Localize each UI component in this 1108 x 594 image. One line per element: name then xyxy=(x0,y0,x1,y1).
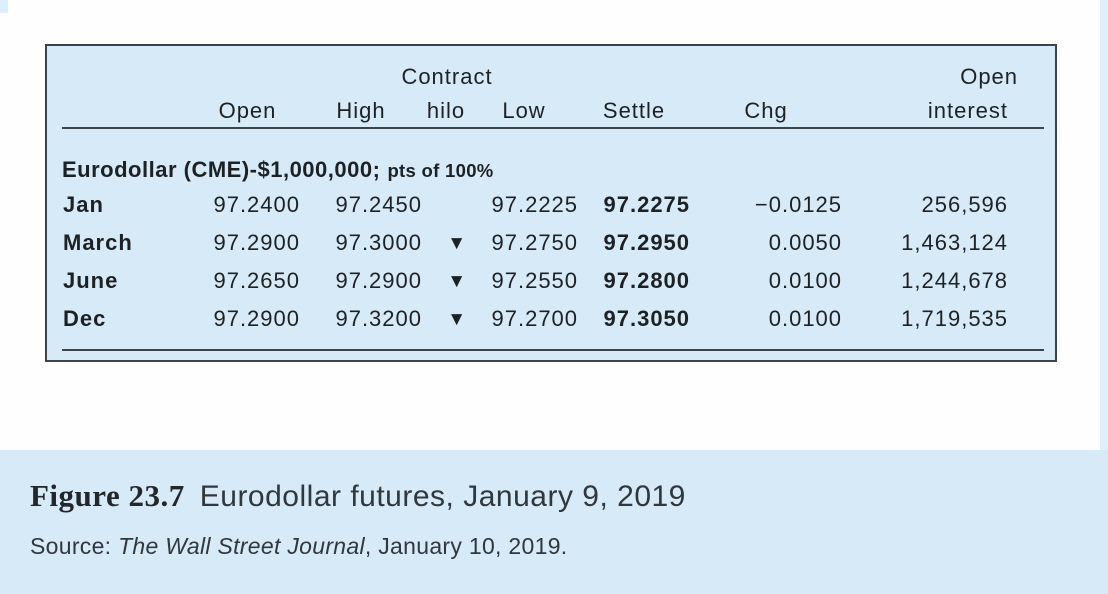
header-spacer xyxy=(62,88,195,129)
cell-high: 97.2450 xyxy=(335,192,422,217)
column-header-hilo: hilo xyxy=(422,88,470,129)
cell-month: June xyxy=(63,268,119,293)
header-spacer xyxy=(578,46,690,88)
column-header-settle: Settle xyxy=(578,88,691,129)
cell-month: March xyxy=(63,230,133,255)
column-header-open-interest-top: Open xyxy=(960,64,1019,89)
down-triangle-icon: ▼ xyxy=(447,232,467,254)
figure-caption-band: Figure 23.7 Eurodollar futures, January 9… xyxy=(0,450,1108,594)
header-spacer xyxy=(690,46,842,88)
cell-open-interest: 1,244,678 xyxy=(901,268,1009,293)
figure-number-label: Figure 23.7 xyxy=(30,478,185,513)
cell-settle: 97.2800 xyxy=(603,268,691,293)
column-header-low: Low xyxy=(470,88,579,129)
source-note: Source: The Wall Street Journal, January… xyxy=(30,535,1108,558)
cell-low: 97.2700 xyxy=(491,306,579,331)
cell-settle: 97.2275 xyxy=(603,192,691,217)
source-journal-name: The Wall Street Journal xyxy=(118,533,365,559)
header-row-top: Contract Open xyxy=(62,46,1044,88)
cell-month: Jan xyxy=(63,192,104,217)
table-row-jan: Jan 97.2400 97.2450 97.2225 97.2275 −0.0… xyxy=(62,186,1044,224)
cell-open: 97.2900 xyxy=(213,306,300,331)
table-row-dec: Dec 97.2900 97.3200 ▼ 97.2700 97.3050 0.… xyxy=(62,300,1044,338)
header-spacer xyxy=(195,46,300,88)
page-corner-sliver xyxy=(0,0,8,13)
contract-units: pts of 100% xyxy=(387,160,494,181)
cell-high: 97.2900 xyxy=(335,268,422,293)
cell-settle: 97.2950 xyxy=(603,230,691,255)
column-header-high: High xyxy=(300,88,422,129)
cell-open-interest: 1,463,124 xyxy=(901,230,1009,255)
cell-low: 97.2225 xyxy=(491,192,579,217)
cell-open: 97.2400 xyxy=(213,192,300,217)
cell-month: Dec xyxy=(63,306,107,331)
cell-low: 97.2750 xyxy=(491,230,579,255)
table-row-march: March 97.2900 97.3000 ▼ 97.2750 97.2950 … xyxy=(62,224,1044,262)
source-date: , January 10, 2019. xyxy=(364,533,568,559)
page-edge-strip xyxy=(1100,0,1108,452)
cell-high: 97.3200 xyxy=(335,306,422,331)
column-header-open-interest-bottom: interest xyxy=(842,88,1045,129)
column-header-open: Open xyxy=(195,88,300,129)
figure-title: Eurodollar futures, January 9, 2019 xyxy=(199,480,686,513)
cell-chg: −0.0125 xyxy=(754,192,843,217)
cell-high: 97.3000 xyxy=(335,230,422,255)
contract-group-label: Eurodollar (CME)-$1,000,000; pts of 100% xyxy=(62,128,1044,186)
cell-open: 97.2900 xyxy=(213,230,300,255)
table-bottom-rule xyxy=(62,349,1044,351)
cell-chg: 0.0050 xyxy=(768,230,843,255)
down-triangle-icon: ▼ xyxy=(447,308,467,330)
cell-low: 97.2550 xyxy=(491,268,579,293)
cell-open-interest: 256,596 xyxy=(921,192,1009,217)
contract-group-row: Eurodollar (CME)-$1,000,000; pts of 100% xyxy=(62,128,1044,186)
column-header-chg: Chg xyxy=(690,88,843,129)
table-row-june: June 97.2650 97.2900 ▼ 97.2550 97.2800 0… xyxy=(62,262,1044,300)
source-prefix: Source: xyxy=(30,533,119,559)
cell-settle: 97.3050 xyxy=(603,306,691,331)
header-spacer xyxy=(62,46,195,88)
cell-chg: 0.0100 xyxy=(768,306,843,331)
cell-open-interest: 1,719,535 xyxy=(901,306,1009,331)
cell-open: 97.2650 xyxy=(213,268,300,293)
column-header-contract: Contract xyxy=(401,64,493,89)
header-row-bottom: Open High hilo Low Settle Chg interest xyxy=(62,88,1045,129)
cell-chg: 0.0100 xyxy=(768,268,843,293)
futures-table-panel: Contract Open Open High hilo Low Settle … xyxy=(45,44,1057,362)
down-triangle-icon: ▼ xyxy=(447,270,467,292)
contract-name: Eurodollar (CME)-$1,000,000; xyxy=(62,157,381,182)
down-triangle-icon xyxy=(422,186,470,224)
futures-table: Contract Open Open High hilo Low Settle … xyxy=(62,46,1045,338)
figure-caption: Figure 23.7 Eurodollar futures, January 9… xyxy=(30,480,1108,512)
